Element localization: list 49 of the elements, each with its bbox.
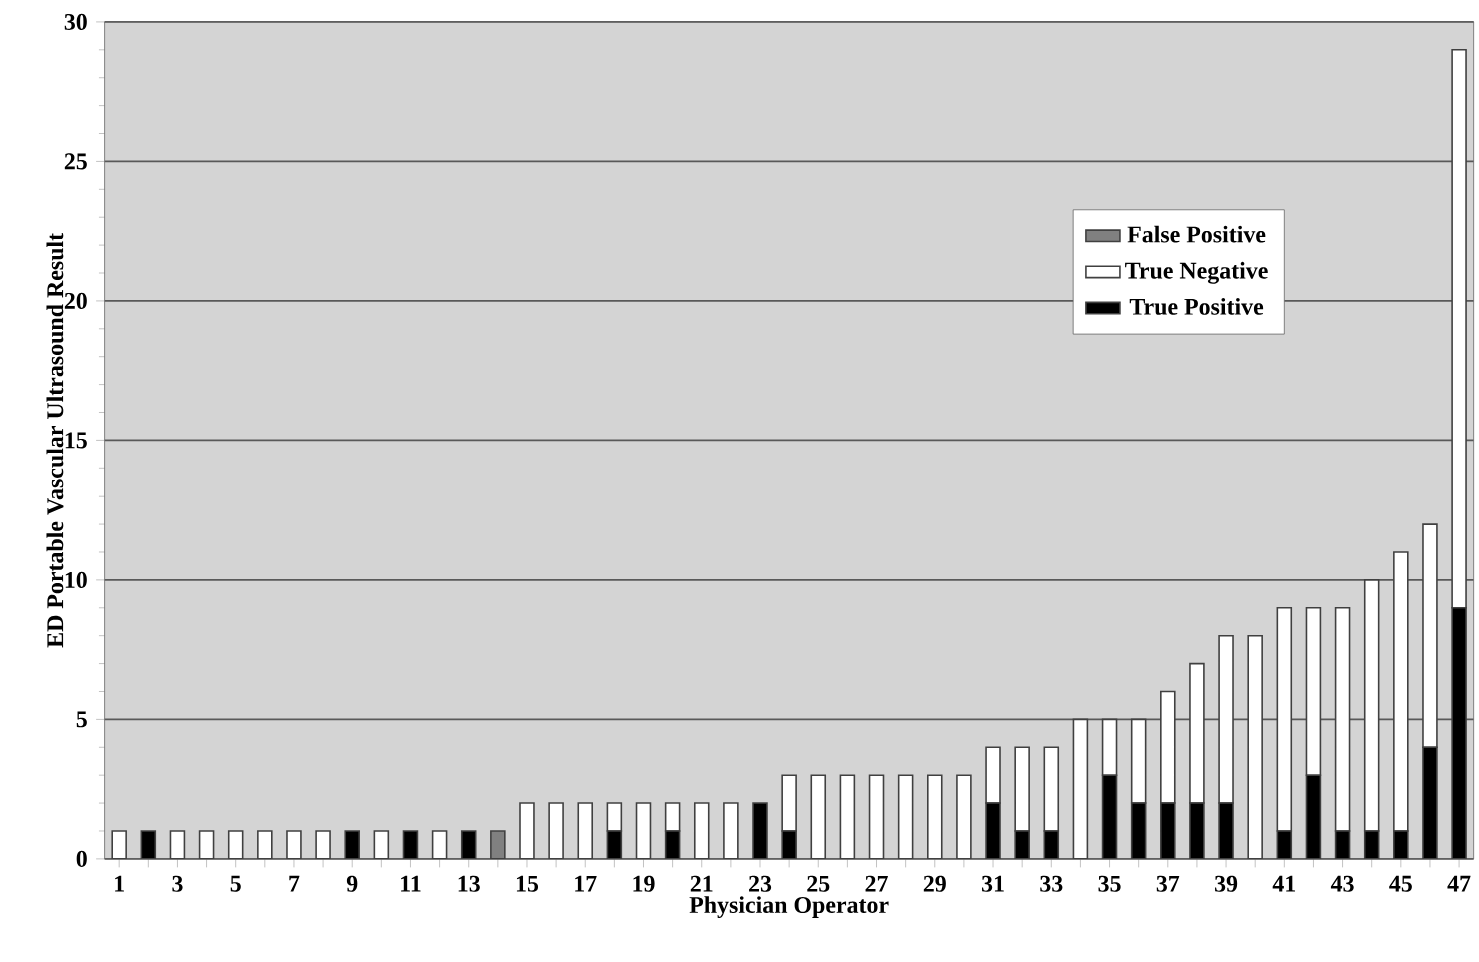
legend-label: True Negative [1125,262,1268,284]
bar [1072,718,1089,860]
bar [839,774,856,860]
y-axis-title: ED Portable Vascular Ultrasound Result [46,233,64,648]
x-tick-label: 13 [458,875,480,893]
y-tick-label: 30 [64,14,87,31]
x-tick-label: 1 [115,876,124,892]
x-tick-label: 5 [230,876,241,892]
x-tick-label: 15 [516,876,539,893]
y-tick-label: 20 [64,293,87,310]
bar [490,830,506,860]
y-tick-label: 25 [64,153,87,170]
x-tick-label: 25 [807,875,830,893]
bar [897,774,914,860]
bar [1130,802,1147,860]
x-tick-label: 33 [1040,875,1063,893]
bar [1101,718,1118,777]
x-tick-label: 21 [690,875,713,892]
bar [1305,607,1322,777]
x-tick-label: 7 [289,876,300,892]
x-tick-label: 39 [1215,875,1238,893]
x-axis-title: Physician Operator [689,896,889,919]
x-tick-label: 19 [633,875,655,893]
bar [1334,607,1351,833]
y-tick-label: 0 [76,851,87,868]
legend-label: False Positive [1127,225,1266,243]
x-tick-label: 11 [401,876,421,892]
x-tick-label: 31 [981,875,1004,893]
bar [1305,774,1322,860]
x-tick-label: 43 [1330,875,1354,893]
bar [635,802,652,860]
bar [868,774,885,860]
x-tick-label: 37 [1156,875,1180,893]
x-tick-label: 29 [923,875,946,893]
y-tick-label: 15 [65,432,87,449]
y-tick-label: 10 [65,572,87,589]
x-tick-label: 17 [575,876,597,892]
bar [1130,718,1147,805]
x-tick-label: 9 [346,875,358,893]
x-tick-label: 3 [172,875,183,893]
y-tick-label: 5 [76,711,87,728]
bar [1101,774,1118,860]
legend-label: True Positive [1129,298,1264,316]
x-tick-label: 23 [749,875,772,893]
x-tick-label: 47 [1447,875,1471,892]
x-tick-label: 35 [1098,875,1121,893]
x-tick-label: 41 [1272,876,1296,892]
x-tick-label: 27 [865,875,888,892]
x-tick-label: 45 [1389,875,1412,892]
